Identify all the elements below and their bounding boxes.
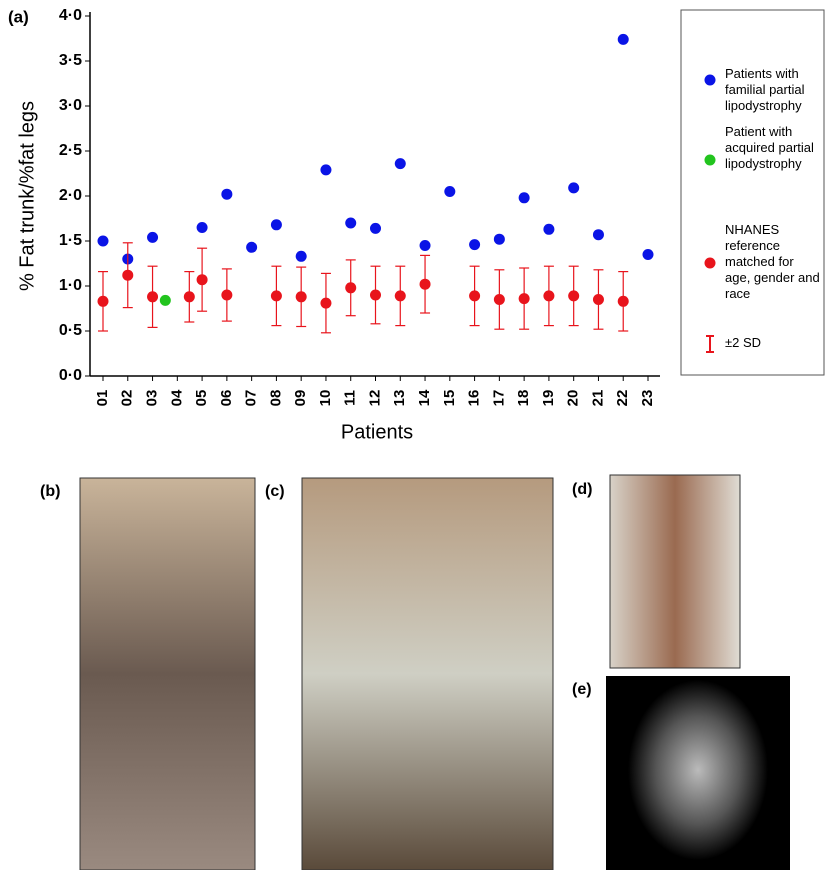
point	[197, 274, 208, 285]
x-tick-label: 08	[267, 390, 284, 407]
x-tick-label: 23	[639, 390, 656, 407]
x-tick-label: 10	[317, 390, 334, 407]
x-axis-title: Patients	[341, 421, 413, 443]
point	[444, 186, 455, 197]
y-tick-label: 3·0	[59, 97, 82, 114]
legend-text: Patient with acquired partial lipodystro…	[725, 124, 821, 172]
point	[197, 222, 208, 233]
point	[370, 290, 381, 301]
point	[593, 229, 604, 240]
point	[345, 218, 356, 229]
point	[320, 164, 331, 175]
point	[370, 223, 381, 234]
x-tick-label: 19	[540, 390, 557, 407]
point	[184, 291, 195, 302]
point	[618, 34, 629, 45]
legend-marker	[705, 155, 716, 166]
legend-box	[681, 10, 824, 375]
x-tick-label: 11	[342, 390, 359, 406]
y-tick-label: 4·0	[59, 7, 82, 24]
point	[98, 236, 109, 247]
y-tick-label: 2·0	[59, 187, 82, 204]
point	[395, 290, 406, 301]
point	[543, 224, 554, 235]
x-tick-label: 15	[441, 390, 458, 407]
legend-marker	[705, 75, 716, 86]
point	[147, 232, 158, 243]
x-tick-label: 02	[119, 390, 136, 407]
x-tick-label: 20	[565, 390, 582, 407]
y-tick-label: 0·0	[59, 367, 82, 384]
panel-label: (d)	[572, 481, 592, 498]
point	[469, 290, 480, 301]
photo-c	[302, 478, 553, 870]
panel-label: (b)	[40, 483, 60, 500]
panel-label: (a)	[8, 7, 29, 26]
point	[271, 290, 282, 301]
y-tick-label: 0·5	[59, 322, 82, 339]
y-tick-label: 2·5	[59, 142, 82, 159]
x-tick-label: 06	[218, 390, 235, 407]
x-tick-label: 14	[416, 389, 433, 406]
point	[643, 249, 654, 260]
y-tick-label: 1·0	[59, 277, 82, 294]
y-tick-label: 1·5	[59, 232, 82, 249]
point	[160, 295, 171, 306]
point	[98, 296, 109, 307]
point	[420, 279, 431, 290]
x-tick-label: 12	[366, 390, 383, 407]
legend-text: ±2 SD	[725, 335, 821, 351]
legend-marker	[705, 258, 716, 269]
x-tick-label: 01	[94, 390, 111, 407]
point	[246, 242, 257, 253]
x-tick-label: 13	[391, 390, 408, 407]
point	[494, 234, 505, 245]
point	[568, 290, 579, 301]
x-tick-label: 03	[144, 390, 161, 407]
point	[420, 240, 431, 251]
photo-b	[80, 478, 255, 870]
point	[345, 282, 356, 293]
x-tick-label: 21	[589, 390, 606, 407]
x-tick-label: 07	[243, 390, 260, 407]
figure: (a) % Fat trunk/%fat legs Patients (b) (…	[0, 0, 825, 870]
point	[519, 293, 530, 304]
legend-text: NHANES reference matched for age, gender…	[725, 222, 821, 302]
point	[494, 294, 505, 305]
point	[519, 192, 530, 203]
chart: (a) % Fat trunk/%fat legs Patients (b) (…	[0, 0, 825, 870]
x-tick-label: 22	[614, 390, 631, 407]
point	[568, 182, 579, 193]
point	[147, 291, 158, 302]
x-tick-label: 04	[168, 389, 185, 406]
point	[395, 158, 406, 169]
point	[543, 290, 554, 301]
legend-text: Patients with familial partial lipodystr…	[725, 66, 821, 114]
skull-xray	[628, 680, 768, 860]
x-tick-label: 05	[193, 390, 210, 407]
x-tick-label: 18	[515, 390, 532, 407]
point	[320, 298, 331, 309]
y-axis-title: % Fat trunk/%fat legs	[16, 101, 38, 291]
panel-label: (c)	[265, 483, 285, 500]
x-tick-label: 09	[292, 390, 309, 407]
point	[618, 296, 629, 307]
panel-label: (e)	[572, 681, 592, 698]
x-tick-label: 16	[466, 390, 483, 407]
y-tick-label: 3·5	[59, 52, 82, 69]
point	[221, 189, 232, 200]
point	[271, 219, 282, 230]
point	[593, 294, 604, 305]
point	[469, 239, 480, 250]
point	[221, 290, 232, 301]
point	[122, 270, 133, 281]
point	[296, 251, 307, 262]
x-tick-label: 17	[490, 390, 507, 407]
photo-d	[610, 475, 740, 668]
point	[296, 291, 307, 302]
